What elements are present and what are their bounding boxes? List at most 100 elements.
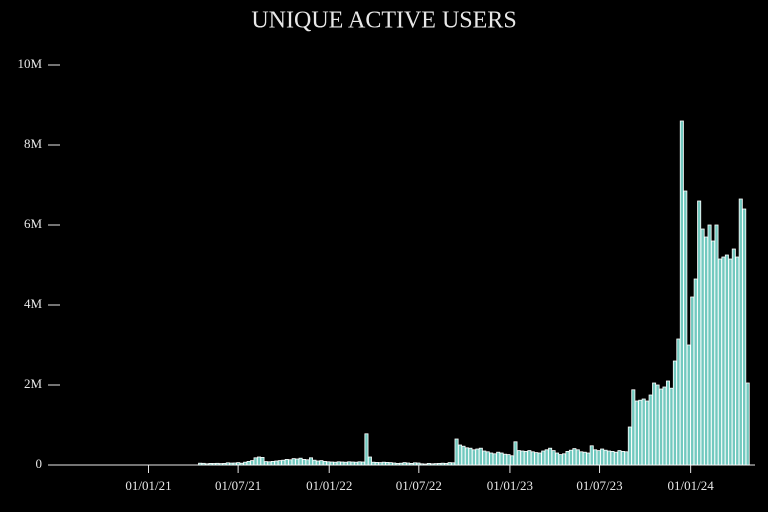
bar [385,461,390,466]
bar [593,449,598,466]
bar [520,450,525,466]
bar [447,462,452,466]
bar [243,461,248,466]
bar [260,456,265,466]
bar [250,460,255,466]
bar [471,449,476,466]
bar [208,462,213,466]
bar [717,258,722,466]
chart-title: UNIQUE ACTIVE USERS [251,8,516,34]
bar [634,400,639,466]
bar [568,449,573,466]
bar [211,463,216,466]
bar [499,452,504,466]
bar [232,462,237,466]
bar [596,450,601,466]
bar [655,384,660,466]
bar [721,256,726,466]
bar [738,198,743,466]
bar [458,444,463,466]
bar [617,450,622,466]
bar [652,382,657,466]
bar [267,461,272,466]
bar [697,200,702,466]
bar [270,460,275,466]
bar [665,380,670,466]
bar [319,460,324,466]
bar [516,450,521,466]
bar [451,462,456,466]
bar [322,460,327,466]
y-tick-label: 6M [24,216,43,231]
bar [326,461,331,466]
bar [416,462,421,466]
bar [305,459,310,466]
bar [367,456,372,466]
bar [683,190,688,466]
bar [575,449,580,466]
bar [707,224,712,466]
bar [548,447,553,466]
bar [222,462,227,466]
bar [392,462,397,466]
bar [402,462,407,466]
y-tick-label: 4M [24,296,43,311]
bar [281,459,286,466]
bar [735,256,740,466]
bar [503,453,508,466]
bar [236,462,241,466]
bar [423,463,428,466]
bar [350,461,355,466]
bar [284,458,289,466]
bar [440,462,445,466]
bar [464,447,469,466]
x-tick-label: 01/01/22 [306,478,352,493]
bar [534,452,539,466]
bar [205,463,210,466]
bar [676,338,681,466]
bar [253,457,258,466]
bar [315,460,320,466]
y-tick-label: 0 [36,456,43,471]
bar [257,456,262,466]
bar [558,454,563,466]
bar [478,447,483,466]
bar [409,462,414,466]
y-tick-label: 2M [24,376,43,391]
bar [374,461,379,466]
bar [357,461,362,466]
bar [600,448,605,466]
bar [537,452,542,466]
bar [246,460,251,466]
bar [669,387,674,466]
bar [343,461,348,466]
bar [506,454,511,466]
bar [340,461,345,466]
bar [295,458,300,466]
bar [631,389,636,466]
bar [239,462,244,466]
bar [433,463,438,466]
x-tick-label: 01/07/22 [396,478,442,493]
bar [475,448,480,466]
bar [551,450,556,466]
bar [336,461,341,466]
bar [731,248,736,466]
bar [444,462,449,466]
bar [291,458,296,466]
bar [555,452,560,466]
bar [541,450,546,466]
bar [645,400,650,466]
bar [523,450,528,466]
bar [333,461,338,466]
bar [218,463,223,466]
x-tick-label: 01/01/21 [125,478,171,493]
bar [627,426,632,466]
bar [489,452,494,466]
bar [641,398,646,466]
bar [419,463,424,466]
bar [395,462,400,466]
bar [724,254,729,466]
